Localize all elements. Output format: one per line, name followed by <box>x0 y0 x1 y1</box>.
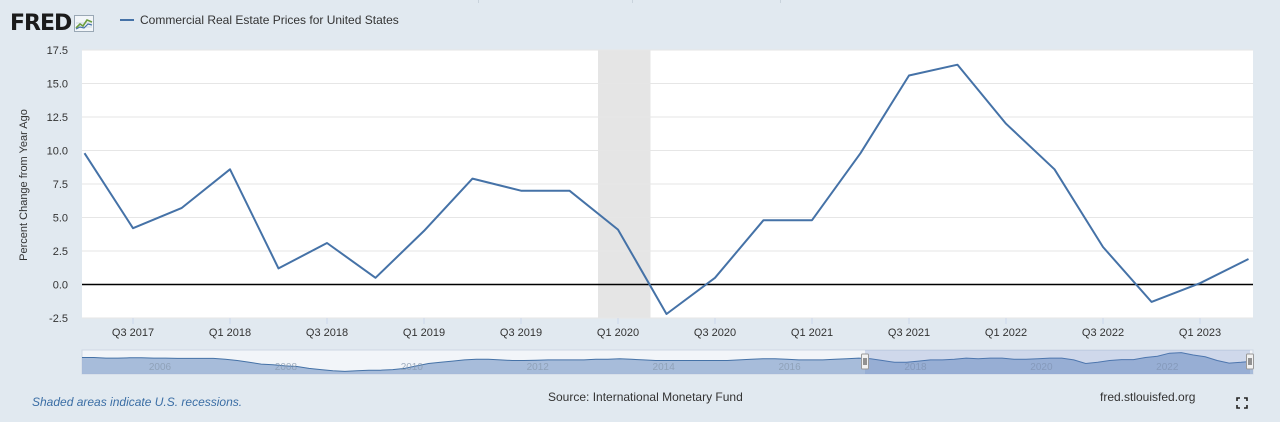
y-tick-label: 17.5 <box>47 45 68 57</box>
fred-logo[interactable]: FRED <box>10 10 95 36</box>
navigator-handle-left[interactable] <box>861 353 869 370</box>
navigator-tick-label: 2020 <box>1030 362 1053 373</box>
series-line <box>83 63 1249 315</box>
legend-label: Commercial Real Estate Prices for United… <box>140 13 399 27</box>
navigator-tick-label: 2008 <box>275 362 298 373</box>
x-tick-label: Q1 2020 <box>597 327 639 339</box>
fullscreen-icon[interactable] <box>1236 397 1248 409</box>
navigator[interactable]: 2006 2008 2010 2012 2014 2016 2018 2020 2022 <box>81 349 1254 375</box>
navigator-tick-label: 2016 <box>778 362 801 373</box>
y-tick-label: 12.5 <box>47 112 68 124</box>
site-link[interactable]: fred.stlouisfed.org <box>1100 390 1196 404</box>
y-tick-label: -2.5 <box>49 313 68 325</box>
x-tick-label: Q3 2018 <box>306 327 348 339</box>
y-axis: 17.5 15.0 12.5 10.0 7.5 5.0 2.5 0.0 -2.5 <box>47 45 68 325</box>
navigator-tick-label: 2018 <box>904 362 927 373</box>
y-axis-label: Percent Change from Year Ago <box>18 109 30 261</box>
navigator-line <box>82 352 1254 372</box>
y-tick-label: 0.0 <box>53 280 68 292</box>
navigator-tick-label: 2022 <box>1156 362 1179 373</box>
navigator-selection <box>865 350 1250 374</box>
x-tick-label: Q1 2022 <box>985 327 1027 339</box>
series-layer <box>83 63 1249 315</box>
chart-logo-icon <box>74 14 95 32</box>
y-tick-label: 5.0 <box>53 213 68 225</box>
x-tick-label: Q1 2021 <box>791 327 833 339</box>
x-tick-label: Q3 2017 <box>112 327 154 339</box>
legend-swatch <box>120 19 134 21</box>
x-tick-label: Q3 2019 <box>500 327 542 339</box>
navigator-tick-label: 2014 <box>653 362 676 373</box>
chart-legend[interactable]: Commercial Real Estate Prices for United… <box>120 13 399 27</box>
x-tick-label: Q1 2019 <box>403 327 445 339</box>
x-tick-label: Q3 2021 <box>888 327 930 339</box>
y-tick-label: 2.5 <box>53 246 68 258</box>
x-tick-label: Q3 2022 <box>1082 327 1124 339</box>
y-tick-label: 10.0 <box>47 146 68 158</box>
x-tick-label: Q3 2020 <box>694 327 736 339</box>
divider <box>632 0 633 3</box>
logo-text: FRED <box>10 10 72 36</box>
source-text: Source: International Monetary Fund <box>548 390 743 404</box>
navigator-tick-label: 2010 <box>401 362 424 373</box>
navigator-handle-right[interactable] <box>1246 353 1254 370</box>
handle-body <box>861 353 869 370</box>
x-tick-label: Q1 2018 <box>209 327 251 339</box>
divider <box>478 0 479 3</box>
navigator-tick-label: 2012 <box>527 362 550 373</box>
x-tick-label: Q1 2023 <box>1179 327 1221 339</box>
x-axis: Q3 2017 Q1 2018 Q3 2018 Q1 2019 Q3 2019 Q1 20… <box>112 318 1221 339</box>
grid-lines <box>82 49 1253 319</box>
y-tick-label: 15.0 <box>47 79 68 91</box>
handle-body <box>1246 353 1254 370</box>
y-tick-label: 7.5 <box>53 179 68 191</box>
divider <box>780 0 781 3</box>
recession-note: Shaded areas indicate U.S. recessions. <box>32 395 243 409</box>
navigator-area <box>82 352 1253 374</box>
navigator-tick-label: 2006 <box>149 362 172 373</box>
